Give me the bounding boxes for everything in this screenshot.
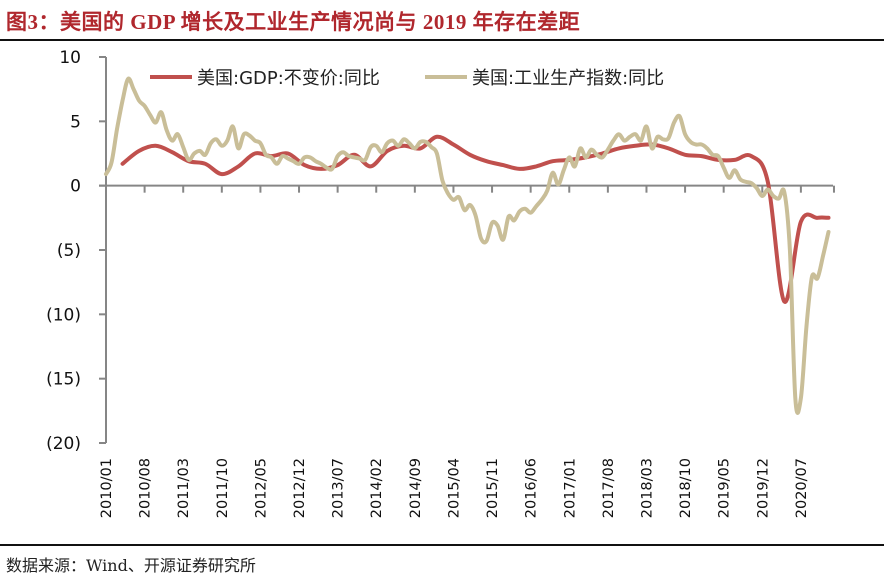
data-source-note: 数据来源：Wind、开源证券研究所 (6, 556, 256, 575)
series-lines (104, 76, 831, 415)
y-tick-label: 5 (70, 112, 81, 132)
legend-label: 美国:GDP:不变价:同比 (197, 68, 380, 89)
x-tick-label: 2018/03 (639, 458, 655, 518)
x-tick-label: 2020/07 (794, 458, 810, 518)
x-tick-label: 2014/02 (369, 458, 385, 518)
y-tick-label: (5) (57, 241, 81, 261)
x-tick-label: 2011/03 (176, 458, 192, 518)
x-tick-label: 2017/08 (601, 458, 617, 518)
x-tick-label: 2018/10 (678, 458, 694, 518)
y-tick-label: (10) (46, 305, 81, 325)
x-tick-label: 2015/04 (446, 458, 462, 518)
chart-title: 图3：美国的 GDP 增长及工业生产情况尚与 2019 年存在差距 (6, 10, 581, 34)
y-tick-label: (20) (46, 434, 81, 454)
x-tick-label: 2019/12 (755, 458, 771, 518)
bottom-divider (0, 544, 884, 546)
x-tick-label: 2012/12 (292, 458, 308, 518)
x-tick-label: 2016/06 (524, 458, 540, 518)
x-tick-label: 2012/05 (253, 458, 269, 518)
series-line-industrial-production (104, 76, 831, 415)
x-tick-label: 2017/01 (562, 458, 578, 518)
series-line-gdp (120, 134, 831, 304)
y-tick-label: 10 (59, 48, 81, 68)
y-tick-label: 0 (70, 177, 81, 197)
x-tick-label: 2015/11 (485, 458, 501, 518)
axes: 10 5 0 (5) (10) (15) (20) 2010/01 2010/08 2011/03… (46, 48, 835, 518)
legend: 美国:GDP:不变价:同比 美国:工业生产指数:同比 (150, 68, 664, 89)
x-tick-label: 2019/05 (717, 458, 733, 518)
legend-label: 美国:工业生产指数:同比 (472, 68, 664, 89)
x-tick-label: 2013/07 (331, 458, 347, 518)
x-tick-label: 2011/10 (215, 458, 231, 518)
x-tick-label: 2010/08 (138, 458, 154, 518)
y-tick-label: (15) (46, 370, 81, 390)
x-tick-label: 2014/09 (408, 458, 424, 518)
top-divider (0, 39, 884, 41)
x-tick-label: 2010/01 (99, 458, 115, 518)
